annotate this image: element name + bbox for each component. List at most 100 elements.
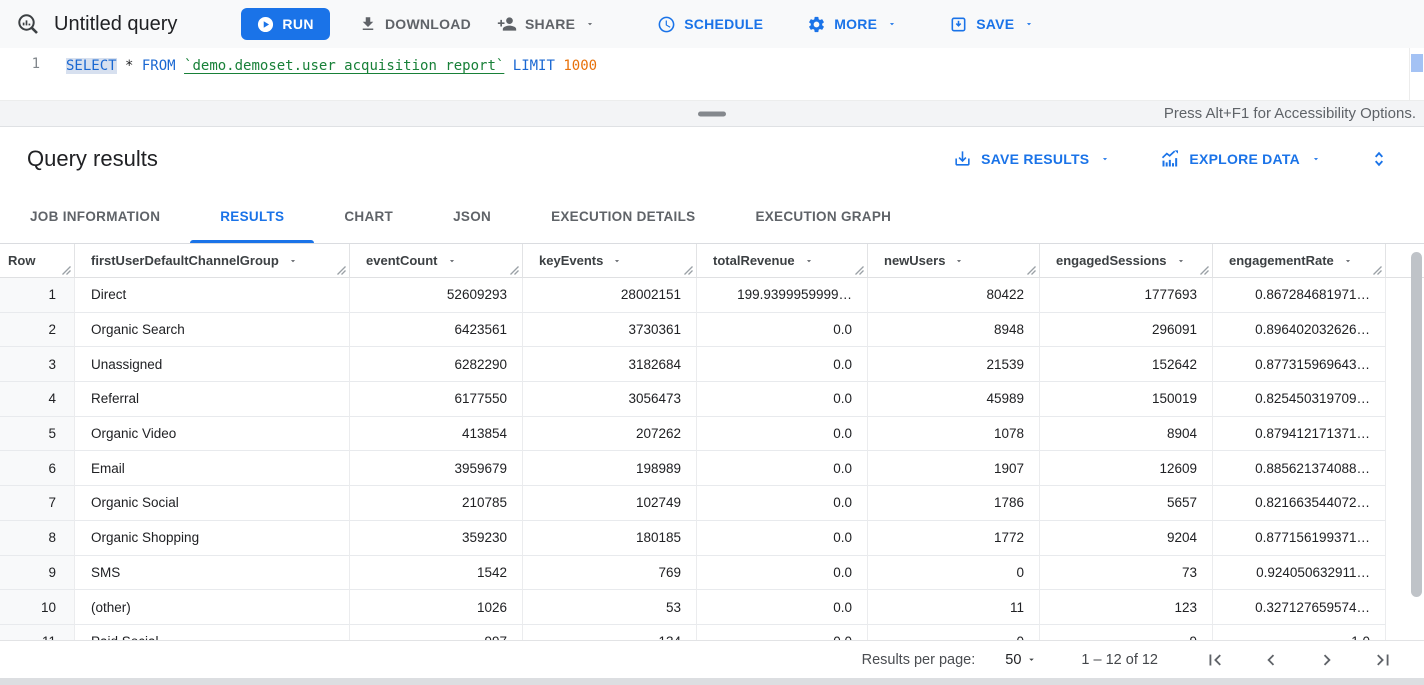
table-cell: 6177550	[350, 382, 523, 417]
editor-scrollbar-thumb[interactable]	[1411, 54, 1423, 72]
table-cell: SMS	[75, 555, 350, 591]
table-cell: Organic Search	[75, 312, 350, 348]
table-cell: 73	[1040, 555, 1213, 591]
chevron-down-icon	[1100, 154, 1110, 164]
column-header-newUsers[interactable]: newUsers	[868, 244, 1040, 278]
column-menu-caret-icon[interactable]	[954, 256, 964, 266]
table-cell: 1772	[868, 520, 1040, 556]
table-cell: 199.9399959999…	[697, 278, 868, 313]
tab-json[interactable]: JSON	[453, 209, 492, 224]
table-cell: Organic Video	[75, 416, 350, 452]
save-results-button[interactable]: SAVE RESULTS	[953, 149, 1110, 168]
column-header-eventCount[interactable]: eventCount	[350, 244, 523, 278]
table-cell: 0.896402032626…	[1213, 312, 1386, 348]
row-number-cell: 6	[0, 451, 75, 487]
row-number-cell: 5	[0, 416, 75, 452]
column-resize-handle-icon[interactable]	[1027, 266, 1036, 275]
table-cell: 1786	[868, 486, 1040, 521]
column-menu-caret-icon[interactable]	[612, 256, 622, 266]
sql-token	[176, 58, 184, 74]
tab-execution-details[interactable]: EXECUTION DETAILS	[551, 209, 696, 224]
next-page-button[interactable]	[1316, 649, 1338, 671]
column-resize-handle-icon[interactable]	[855, 266, 864, 275]
row-number-cell: 8	[0, 520, 75, 556]
table-cell-stub	[1386, 624, 1424, 640]
last-page-button[interactable]	[1372, 649, 1394, 671]
download-button[interactable]: DOWNLOAD	[346, 6, 484, 42]
horizontal-scrollbar-track[interactable]	[0, 678, 1424, 685]
run-button[interactable]: RUN	[241, 8, 330, 40]
table-row: 7 Organic Social 210785 102749 0.0 1786 5657 0.…	[0, 486, 1424, 521]
row-number-cell: 7	[0, 486, 75, 521]
table-row: 3 Unassigned 6282290 3182684 0.0 21539 152642 0…	[0, 347, 1424, 383]
chevron-down-icon	[1024, 19, 1034, 29]
table-cell: 180185	[523, 520, 697, 556]
chevron-right-icon	[1316, 649, 1338, 671]
sql-token: 1000	[563, 58, 598, 74]
table-cell: 0.879412171371…	[1213, 416, 1386, 452]
column-menu-caret-icon[interactable]	[804, 256, 814, 266]
more-button[interactable]: MORE	[794, 6, 910, 42]
table-scrollbar-thumb[interactable]	[1411, 252, 1422, 597]
unfold-icon	[1369, 149, 1389, 169]
first-page-button[interactable]	[1204, 649, 1226, 671]
schedule-button[interactable]: SCHEDULE	[644, 6, 776, 42]
column-resize-handle-icon[interactable]	[510, 266, 519, 275]
column-menu-caret-icon[interactable]	[288, 256, 298, 266]
table-cell: 207262	[523, 416, 697, 452]
results-per-page-label: Results per page:	[861, 651, 976, 668]
page-size-select[interactable]: 50	[1005, 652, 1037, 668]
table-row: 8 Organic Shopping 359230 180185 0.0 1772 9204…	[0, 520, 1424, 556]
sql-code-line[interactable]: SELECT * FROM `demo.demoset.user_acquisi…	[48, 48, 597, 100]
explore-data-button[interactable]: EXPLORE DATA	[1160, 149, 1321, 169]
tab-results[interactable]: RESULTS	[190, 190, 315, 243]
explore-chart-icon	[1160, 149, 1180, 169]
sql-token	[504, 58, 512, 74]
pagination-range: 1 – 12 of 12	[1081, 651, 1158, 668]
column-resize-handle-icon[interactable]	[684, 266, 693, 275]
column-label: engagementRate	[1229, 253, 1334, 268]
table-cell: 0.877315969643…	[1213, 347, 1386, 383]
column-menu-caret-icon[interactable]	[1343, 256, 1353, 266]
share-button[interactable]: SHARE	[484, 6, 608, 42]
table-body: 1 Direct 52609293 28002151 199.9399959999… 80…	[0, 278, 1424, 640]
table-cell: 80422	[868, 278, 1040, 313]
row-number-cell: 2	[0, 312, 75, 348]
tab-job-information[interactable]: JOB INFORMATION	[30, 209, 161, 224]
table-cell: 9204	[1040, 520, 1213, 556]
column-header-keyEvents[interactable]: keyEvents	[523, 244, 697, 278]
save-button[interactable]: SAVE	[936, 6, 1047, 42]
expand-panel-button[interactable]	[1369, 149, 1389, 169]
query-title: Untitled query	[54, 12, 178, 35]
column-resize-handle-icon[interactable]	[1373, 266, 1382, 275]
column-menu-caret-icon[interactable]	[447, 256, 457, 266]
tab-chart[interactable]: CHART	[344, 209, 394, 224]
accessibility-hint: Press Alt+F1 for Accessibility Options.	[1163, 105, 1416, 122]
chevron-left-icon	[1260, 649, 1282, 671]
explore-data-label: EXPLORE DATA	[1189, 150, 1300, 167]
previous-page-button[interactable]	[1260, 649, 1282, 671]
column-label: totalRevenue	[713, 253, 795, 268]
sql-editor[interactable]: 1 SELECT * FROM `demo.demoset.user_acqui…	[0, 48, 1424, 100]
column-header-firstUserDefaultChannelGroup[interactable]: firstUserDefaultChannelGroup	[75, 244, 350, 278]
column-menu-caret-icon[interactable]	[1176, 256, 1186, 266]
tab-execution-graph[interactable]: EXECUTION GRAPH	[755, 209, 892, 224]
column-header-engagementRate[interactable]: engagementRate	[1213, 244, 1386, 278]
column-resize-handle-icon[interactable]	[1200, 266, 1209, 275]
column-label: firstUserDefaultChannelGroup	[91, 253, 279, 268]
table-row: 5 Organic Video 413854 207262 0.0 1078 8904 0.8…	[0, 416, 1424, 452]
split-drag-handle[interactable]	[698, 111, 726, 116]
column-label: engagedSessions	[1056, 253, 1167, 268]
table-cell: 210785	[350, 486, 523, 521]
table-cell: 1.0	[1213, 624, 1386, 640]
column-header-engagedSessions[interactable]: engagedSessions	[1040, 244, 1213, 278]
table-cell: 1907	[868, 451, 1040, 487]
column-header-totalRevenue[interactable]: totalRevenue	[697, 244, 868, 278]
column-resize-handle-icon[interactable]	[337, 266, 346, 275]
save-results-download-icon	[953, 149, 972, 168]
table-cell: 1026	[350, 590, 523, 625]
editor-scrollbar[interactable]	[1409, 48, 1424, 100]
column-resize-handle-icon[interactable]	[62, 266, 71, 275]
table-cell: 0.0	[697, 555, 868, 591]
schedule-label: SCHEDULE	[684, 16, 764, 32]
